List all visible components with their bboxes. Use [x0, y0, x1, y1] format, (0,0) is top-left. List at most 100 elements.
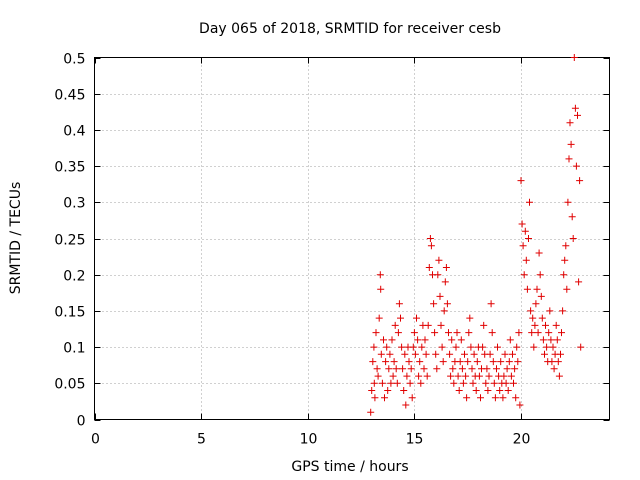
- x-tick-label: 10: [300, 432, 318, 448]
- data-point: [567, 140, 575, 148]
- data-point: [537, 292, 545, 300]
- data-point: [382, 358, 390, 366]
- data-point: [542, 321, 549, 329]
- data-point: [570, 54, 578, 61]
- y-tick-label: 0: [77, 414, 86, 430]
- data-point: [523, 285, 531, 293]
- data-point: [388, 336, 396, 344]
- data-point: [547, 336, 555, 344]
- data-point: [503, 365, 511, 373]
- data-point: [454, 372, 462, 380]
- data-point: [511, 365, 519, 373]
- data-point: [541, 350, 548, 358]
- data-point: [431, 329, 439, 337]
- data-point: [531, 321, 539, 329]
- data-point: [411, 350, 419, 358]
- data-point: [468, 365, 476, 373]
- data-point: [456, 358, 464, 366]
- y-tick-label: 0.2: [63, 269, 85, 285]
- data-point: [433, 365, 441, 373]
- data-point: [466, 314, 474, 322]
- data-point: [519, 242, 527, 250]
- data-point: [513, 343, 521, 351]
- y-tick-label: 0.1: [63, 341, 85, 357]
- x-tick-label: 0: [91, 432, 100, 448]
- y-tick-label: 0.3: [63, 196, 85, 212]
- y-tick-label: 0.45: [54, 88, 85, 104]
- data-point: [422, 350, 430, 358]
- data-point: [389, 372, 397, 380]
- data-point: [550, 365, 558, 373]
- data-point: [472, 387, 480, 394]
- grid-lines: [94, 57, 610, 420]
- data-point: [445, 329, 452, 337]
- data-point: [572, 162, 580, 170]
- data-point: [571, 104, 579, 112]
- data-point: [528, 329, 536, 337]
- data-point: [416, 358, 424, 366]
- data-point: [470, 350, 478, 358]
- data-point: [452, 343, 460, 351]
- data-point: [394, 329, 402, 337]
- data-point: [446, 350, 454, 358]
- data-point: [509, 350, 516, 358]
- data-point: [436, 292, 444, 300]
- data-point: [539, 336, 547, 344]
- data-point: [526, 198, 533, 206]
- data-point: [385, 365, 393, 373]
- data-point: [576, 177, 584, 185]
- data-point: [375, 314, 383, 322]
- data-point: [563, 285, 571, 293]
- data-point: [418, 343, 426, 351]
- data-point: [558, 329, 565, 337]
- data-point: [494, 343, 501, 351]
- data-point: [533, 285, 541, 293]
- data-point: [496, 387, 504, 394]
- data-point: [386, 350, 394, 358]
- data-point: [427, 242, 435, 250]
- data-point: [486, 350, 494, 358]
- data-point: [512, 394, 520, 402]
- data-point: [536, 271, 544, 279]
- data-point: [368, 387, 376, 394]
- data-point: [448, 336, 456, 344]
- data-point: [574, 111, 581, 119]
- data-point: [376, 271, 384, 279]
- data-point: [450, 379, 458, 387]
- data-point: [521, 227, 529, 235]
- data-point: [372, 329, 380, 337]
- data-point: [491, 394, 499, 402]
- data-point: [381, 394, 388, 402]
- data-points: [367, 54, 585, 416]
- data-point: [535, 249, 543, 257]
- data-point: [505, 358, 513, 366]
- data-point: [538, 314, 546, 322]
- data-point: [425, 264, 433, 271]
- data-point: [420, 365, 428, 373]
- data-point: [475, 372, 483, 380]
- data-point: [527, 307, 535, 315]
- data-point: [400, 387, 408, 394]
- data-point: [413, 314, 420, 322]
- data-point: [437, 321, 445, 329]
- data-point: [532, 300, 540, 308]
- data-point: [482, 379, 490, 387]
- data-point: [401, 350, 409, 358]
- data-point: [561, 256, 569, 264]
- data-point: [374, 372, 382, 380]
- data-point: [490, 379, 498, 387]
- data-point: [434, 271, 442, 279]
- data-point: [392, 365, 400, 373]
- data-point: [373, 365, 381, 373]
- data-point: [515, 329, 523, 337]
- data-point: [423, 372, 431, 380]
- data-point: [566, 119, 574, 127]
- data-point: [443, 300, 451, 308]
- data-point: [410, 329, 418, 337]
- data-point: [480, 321, 488, 329]
- data-point: [560, 271, 568, 279]
- y-axis-label: SRMTID / TECUs: [8, 182, 24, 295]
- data-point: [575, 278, 583, 286]
- data-point: [459, 379, 467, 387]
- data-point: [407, 365, 415, 373]
